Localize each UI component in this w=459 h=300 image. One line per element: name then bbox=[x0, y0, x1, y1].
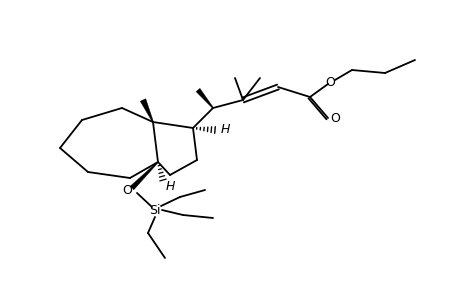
Polygon shape bbox=[140, 99, 153, 122]
Text: H: H bbox=[220, 122, 230, 136]
Text: O: O bbox=[329, 112, 339, 124]
Polygon shape bbox=[130, 162, 158, 190]
Text: O: O bbox=[325, 76, 334, 88]
Text: H: H bbox=[166, 179, 175, 193]
Text: Si: Si bbox=[149, 203, 160, 217]
Text: O: O bbox=[122, 184, 132, 196]
Polygon shape bbox=[196, 88, 213, 108]
